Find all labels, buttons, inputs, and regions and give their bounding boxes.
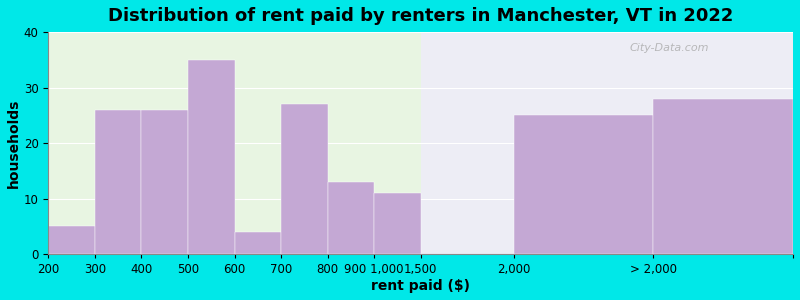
Bar (142, 110, 188, 254)
Bar (95, 110, 142, 254)
Bar (234, 232, 281, 254)
Bar (654, 99, 793, 254)
Bar (514, 116, 654, 254)
Bar (48, 226, 95, 254)
Bar (327, 182, 374, 254)
Text: City-Data.com: City-Data.com (630, 43, 709, 53)
Bar (188, 60, 234, 254)
Bar (48, 32, 421, 254)
Bar (281, 104, 327, 254)
Bar (374, 193, 421, 254)
Y-axis label: households: households (7, 98, 21, 188)
Bar (421, 32, 793, 254)
Title: Distribution of rent paid by renters in Manchester, VT in 2022: Distribution of rent paid by renters in … (108, 7, 734, 25)
X-axis label: rent paid ($): rent paid ($) (371, 279, 470, 293)
